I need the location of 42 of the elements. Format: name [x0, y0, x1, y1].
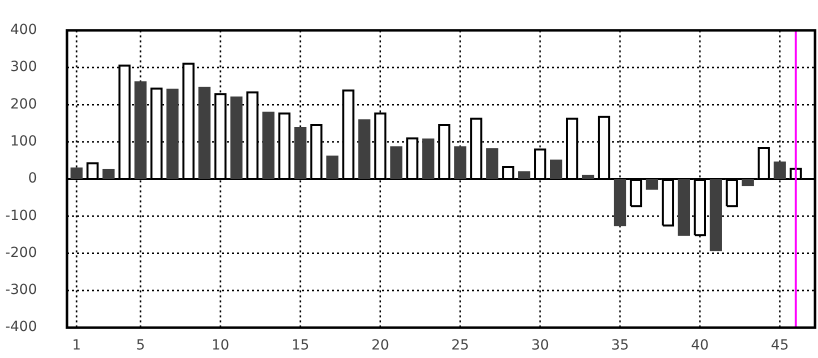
bar: [326, 156, 338, 179]
bar: [614, 179, 626, 226]
bar: [230, 96, 242, 179]
bar: [550, 160, 562, 179]
bar: [710, 179, 722, 252]
y-tick-label: 400: [10, 22, 37, 38]
y-tick-label: -400: [5, 319, 37, 336]
y-tick-label: 0: [28, 170, 37, 187]
bar: [678, 179, 690, 236]
bar: [134, 81, 147, 179]
bar: [454, 146, 466, 179]
x-tick-label: 25: [451, 338, 470, 354]
x-tick-label: 40: [691, 338, 709, 354]
x-tick-label: 15: [291, 338, 310, 354]
y-tick-label: 300: [10, 59, 37, 76]
bar: [422, 138, 434, 179]
bar: [198, 86, 211, 179]
x-tick-label: 35: [611, 338, 629, 354]
x-tick-label: 1: [72, 338, 82, 354]
bar: [102, 168, 115, 179]
bar: [294, 126, 306, 179]
bar: [358, 119, 370, 179]
bar: [262, 112, 274, 179]
bar: [390, 146, 402, 179]
x-tick-label: 10: [212, 338, 230, 354]
bar: [70, 167, 83, 179]
bar: [486, 148, 498, 179]
bar: [166, 88, 179, 179]
y-tick-label: -200: [5, 244, 37, 261]
bar: [646, 179, 658, 190]
y-tick-label: 100: [10, 133, 37, 150]
bar: [774, 162, 786, 179]
bar: [742, 179, 754, 186]
bar: [518, 171, 530, 179]
x-tick-label: 45: [770, 338, 789, 354]
x-tick-label: 5: [136, 338, 145, 354]
x-tick-label: 30: [531, 338, 550, 354]
bar: [582, 174, 594, 179]
x-tick-label: 20: [371, 338, 390, 354]
y-tick-label: -100: [5, 208, 37, 224]
y-tick-label: -300: [5, 282, 37, 298]
y-tick-label: 200: [10, 96, 37, 112]
